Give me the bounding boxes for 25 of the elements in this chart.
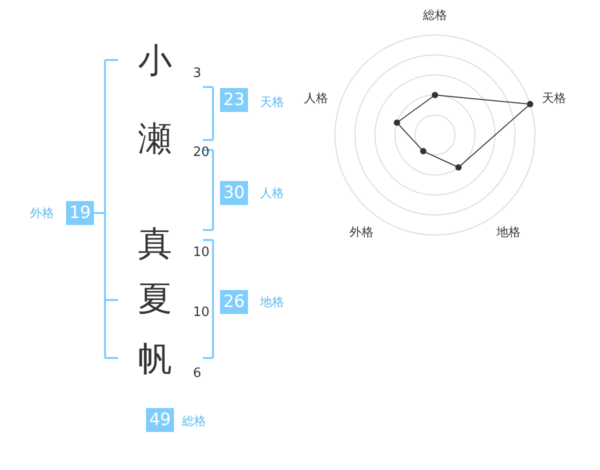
- text: 49: [149, 410, 171, 430]
- text: 真: [138, 224, 172, 264]
- text: 10: [193, 305, 210, 320]
- text: 総格: [181, 414, 206, 428]
- text: 20: [193, 145, 210, 160]
- text: 30: [223, 183, 245, 203]
- spoke-label: 人格: [304, 90, 328, 105]
- spoke-label: 外格: [350, 225, 374, 240]
- spoke-label: 地格: [495, 225, 520, 240]
- text: 6: [193, 366, 202, 381]
- text: 夏: [138, 279, 172, 319]
- text: 3: [193, 66, 202, 81]
- text: 人格: [260, 186, 284, 200]
- text: 外格: [30, 206, 54, 220]
- text: 帆: [138, 339, 172, 379]
- text: 10: [193, 245, 210, 260]
- text: 瀬: [138, 119, 172, 159]
- text: 地格: [259, 295, 284, 309]
- text: 26: [223, 292, 245, 312]
- spoke-label: 天格: [542, 90, 566, 105]
- spoke-label: 総格: [422, 8, 447, 22]
- text: 小: [138, 41, 172, 81]
- text: 天格: [260, 95, 284, 109]
- text: 19: [69, 203, 91, 223]
- text: 23: [223, 90, 245, 110]
